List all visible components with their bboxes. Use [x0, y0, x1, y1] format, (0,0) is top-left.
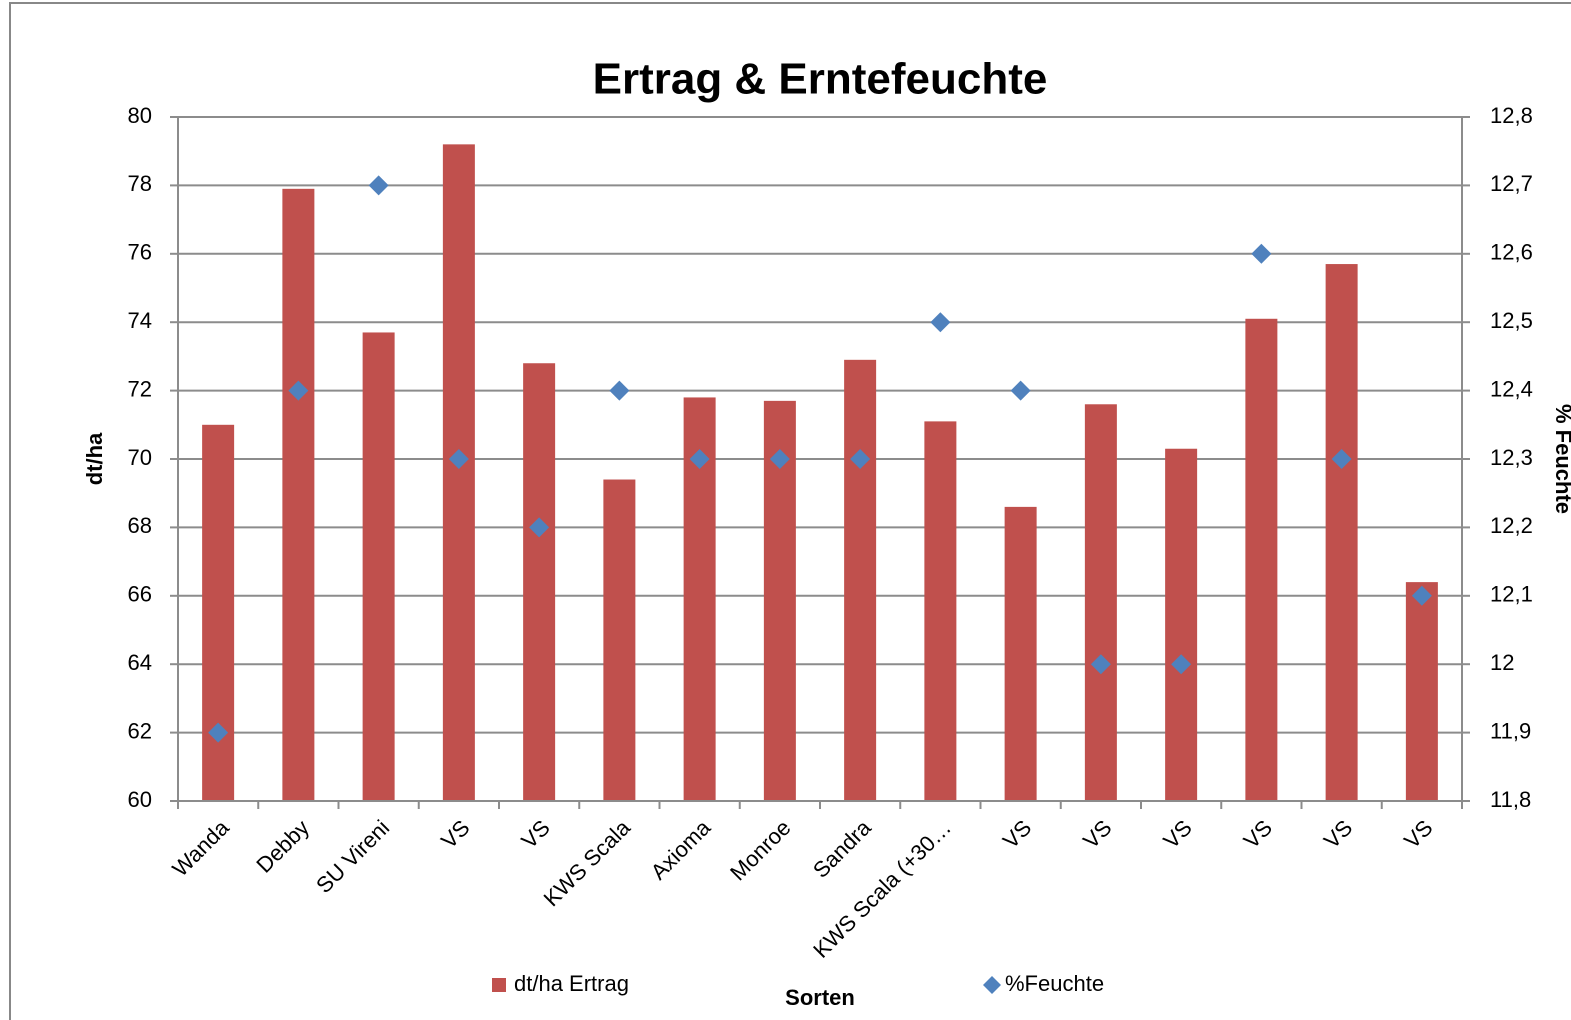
x-tick-label: KWS Scala (+30…	[808, 815, 956, 963]
y2-axis-label: % Feuchte	[1551, 404, 1571, 514]
bar	[523, 363, 556, 801]
x-tick-label: SU Vireni	[311, 815, 394, 898]
bar	[1004, 506, 1037, 801]
x-tick-label: Wanda	[167, 814, 234, 881]
marker	[689, 449, 710, 469]
bar	[1084, 404, 1117, 801]
y2-tick-label: 12,1	[1490, 582, 1533, 607]
bar	[1165, 448, 1198, 801]
marker	[529, 517, 550, 538]
bar	[202, 424, 235, 801]
y-tick-label: 70	[128, 445, 152, 470]
y-tick-label: 60	[128, 787, 152, 812]
legend-label: dt/ha Ertrag	[514, 971, 629, 996]
bar	[844, 359, 877, 801]
y-tick-label: 62	[128, 718, 152, 743]
x-tick-label: VS	[1078, 815, 1116, 853]
y-tick-label: 78	[128, 171, 152, 196]
marker	[1171, 654, 1192, 675]
y-tick-label: 66	[128, 582, 152, 607]
marker	[1090, 654, 1111, 675]
x-tick-label: VS	[436, 815, 474, 853]
x-tick-label: Debby	[251, 815, 314, 878]
y-tick-label: 76	[128, 240, 152, 265]
y2-tick-label: 12,5	[1490, 308, 1533, 333]
marker	[448, 449, 469, 469]
bar	[282, 188, 315, 801]
marker	[1331, 449, 1352, 469]
y-tick-label: 74	[128, 308, 152, 333]
x-tick-label: VS	[1158, 815, 1196, 853]
marker	[1010, 380, 1031, 401]
legend-label: %Feuchte	[1005, 971, 1104, 996]
legend-swatch	[983, 976, 1001, 994]
y2-tick-label: 12,2	[1490, 513, 1533, 538]
x-axis-label: Sorten	[785, 985, 855, 1010]
x-tick-label: KWS Scala	[539, 814, 636, 911]
marker	[368, 175, 389, 196]
x-tick-label: VS	[998, 815, 1036, 853]
chart-title: Ertrag & Erntefeuchte	[593, 55, 1048, 104]
y2-tick-label: 11,8	[1490, 787, 1531, 812]
bar	[442, 144, 475, 802]
x-tick-label: VS	[1399, 815, 1437, 853]
x-tick-label: Sandra	[808, 814, 876, 882]
y2-tick-label: 11,9	[1490, 718, 1531, 743]
marker	[769, 449, 790, 469]
bar	[1245, 318, 1278, 801]
y2-tick-label: 12	[1490, 650, 1514, 675]
y2-tick-label: 12,4	[1490, 376, 1533, 401]
marker	[208, 722, 229, 743]
marker	[1411, 585, 1432, 606]
y-tick-label: 72	[128, 376, 152, 401]
x-tick-label: VS	[1239, 815, 1277, 853]
y2-tick-label: 12,7	[1490, 171, 1533, 196]
y2-tick-label: 12,6	[1490, 240, 1533, 265]
bar	[1325, 264, 1358, 801]
x-tick-label: VS	[1319, 815, 1357, 853]
x-tick-label: Axioma	[646, 814, 716, 884]
chart-border	[9, 2, 1571, 1020]
y-tick-label: 80	[128, 103, 152, 128]
y-tick-label: 68	[128, 513, 152, 538]
x-tick-label: Monroe	[725, 815, 795, 885]
legend-swatch	[492, 978, 506, 992]
marker	[930, 312, 951, 333]
y-tick-label: 64	[128, 650, 152, 675]
marker	[288, 380, 309, 401]
marker	[609, 380, 630, 401]
y2-tick-label: 12,3	[1490, 445, 1533, 470]
y-axis-label: dt/ha	[82, 432, 107, 485]
bar	[603, 479, 636, 801]
x-tick-label: VS	[516, 815, 554, 853]
y2-tick-label: 12,8	[1490, 103, 1533, 128]
bar	[1405, 582, 1438, 801]
bar	[362, 332, 395, 801]
marker	[850, 449, 871, 469]
marker	[1251, 243, 1272, 264]
bar	[924, 421, 957, 801]
